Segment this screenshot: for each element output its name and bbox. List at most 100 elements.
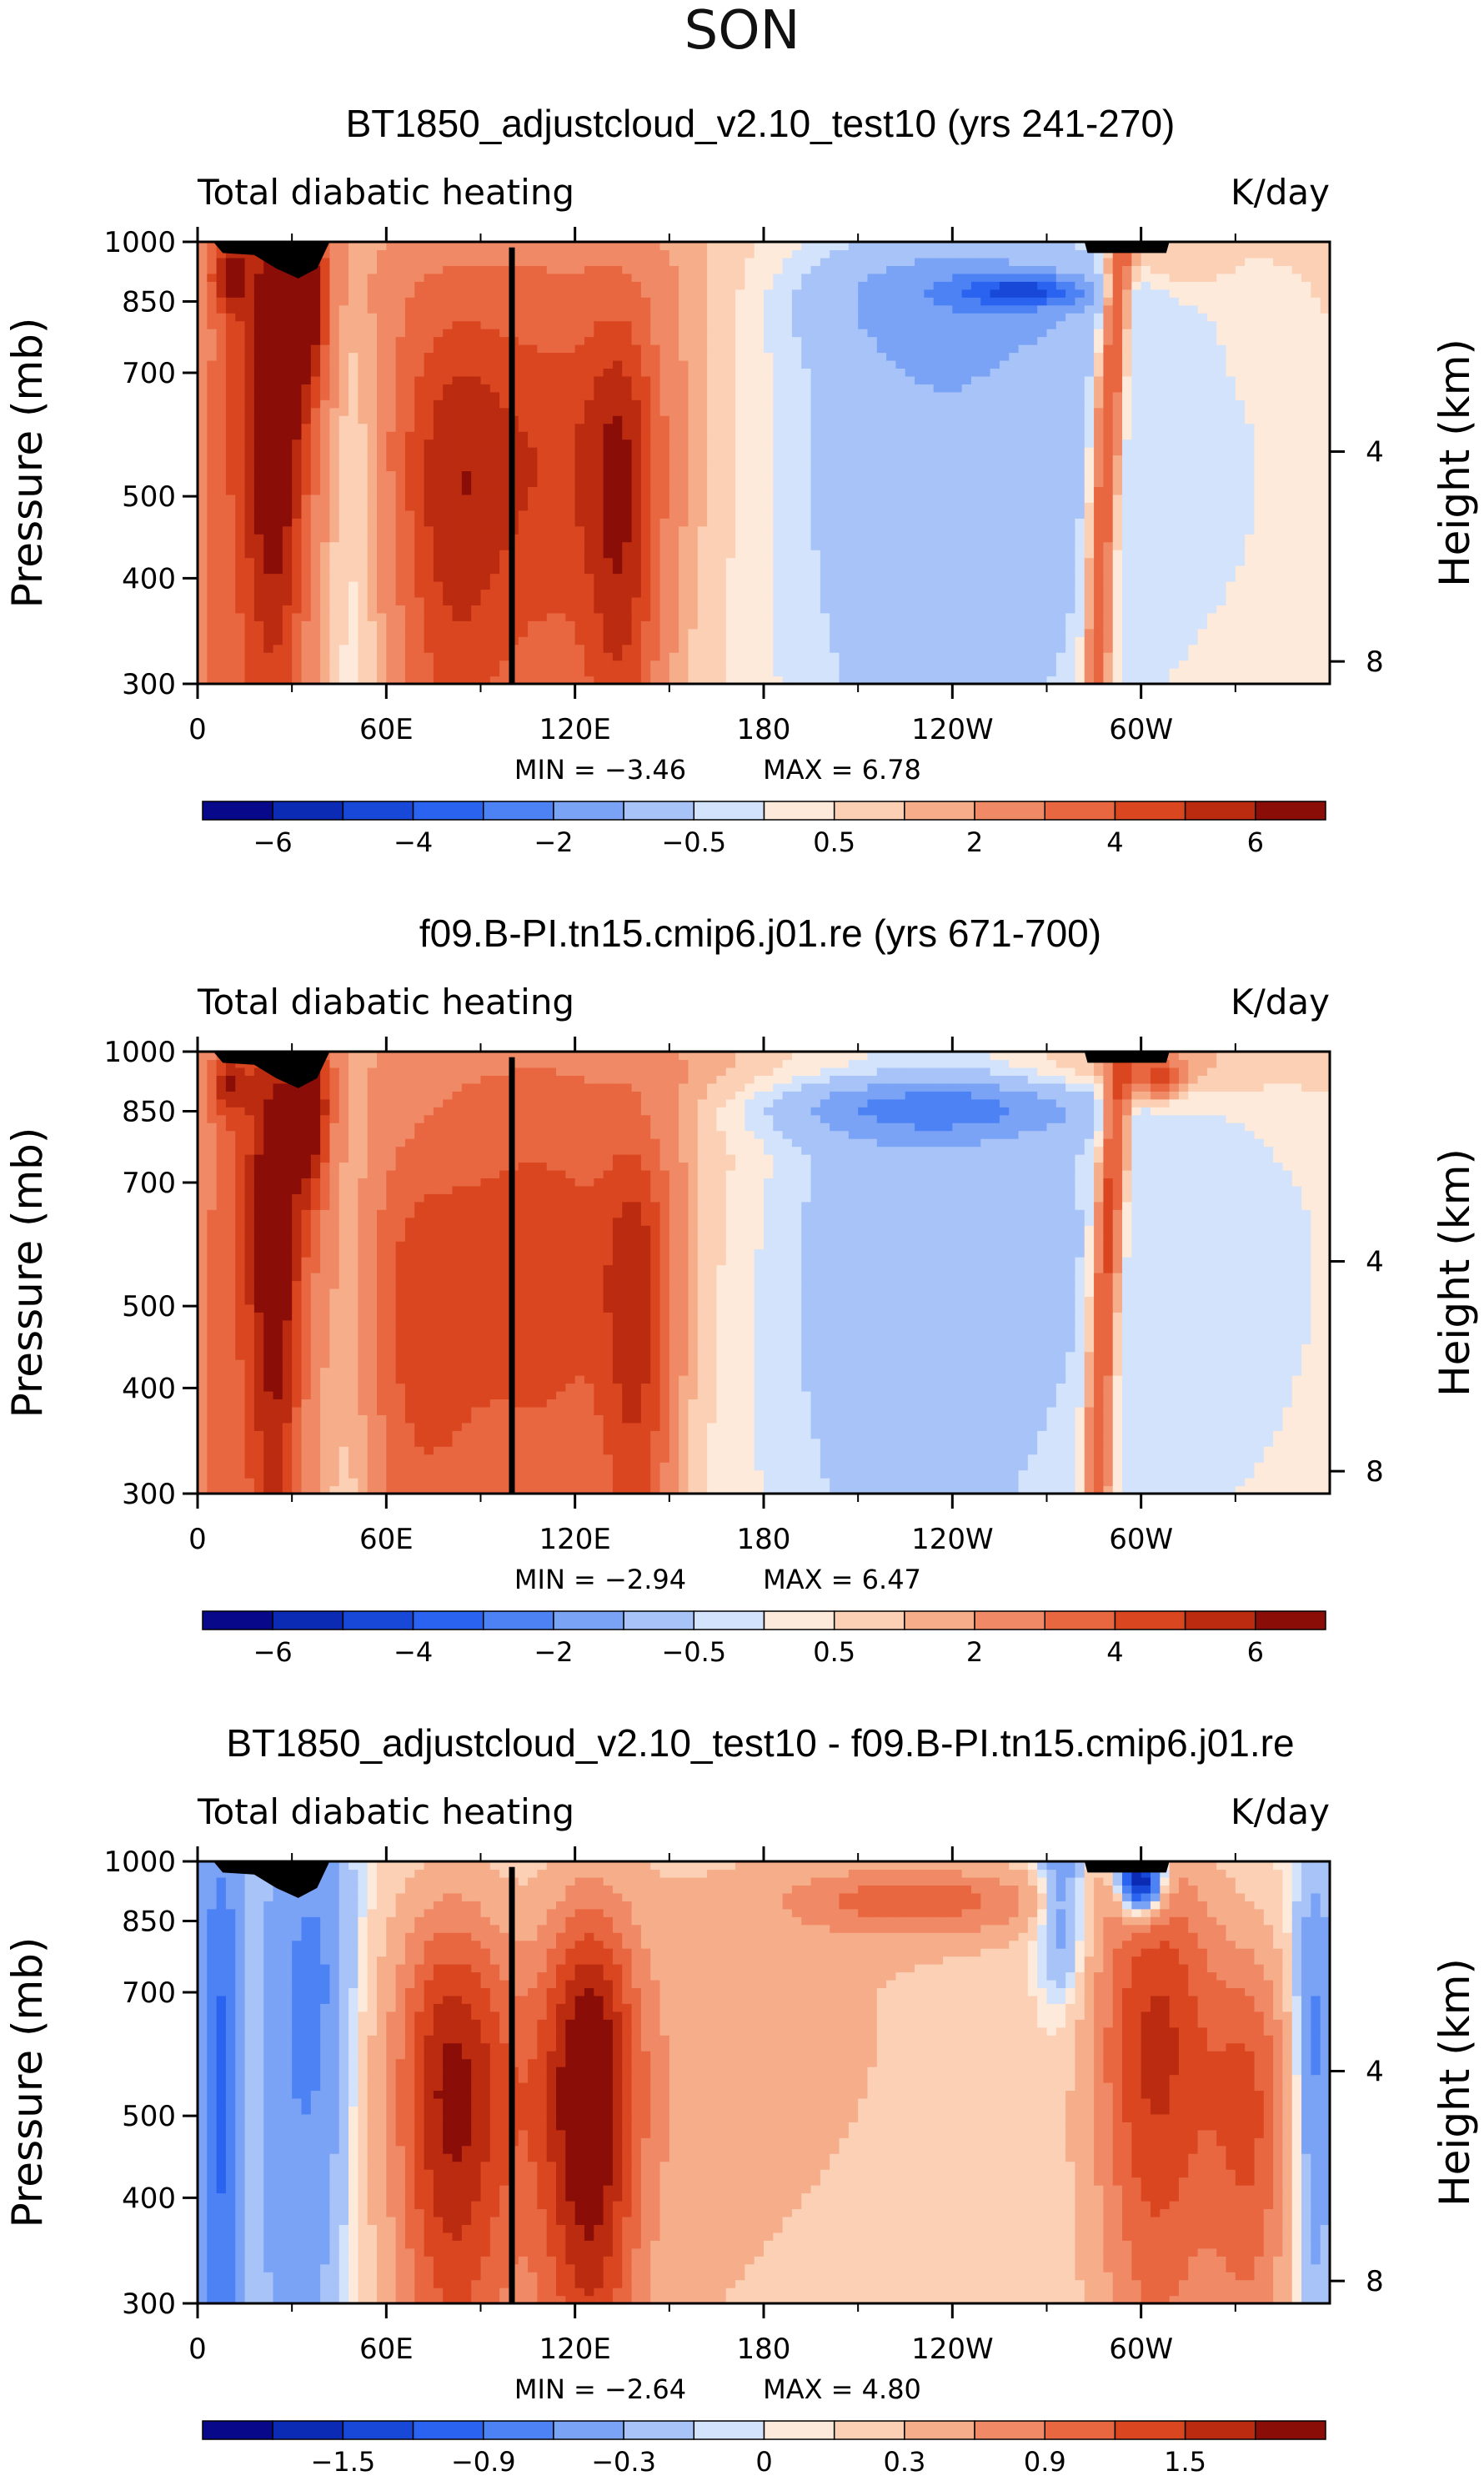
contour-cell xyxy=(905,557,915,566)
contour-cell xyxy=(348,320,358,329)
contour-cell xyxy=(839,573,850,582)
contour-cell xyxy=(471,281,482,290)
contour-cell xyxy=(329,636,340,645)
contour-cell xyxy=(820,359,830,369)
contour-cell xyxy=(377,675,387,684)
contour-cell xyxy=(367,431,378,440)
contour-cell xyxy=(301,486,312,495)
contour-cell xyxy=(650,399,661,409)
contour-cell xyxy=(461,407,472,416)
contour-cell xyxy=(273,668,283,677)
contour-cell xyxy=(518,675,529,684)
contour-cell xyxy=(263,423,274,432)
contour-cell xyxy=(697,352,708,361)
contour-cell xyxy=(952,329,963,338)
contour-cell xyxy=(905,249,915,259)
contour-cell xyxy=(207,573,218,582)
contour-cell xyxy=(679,550,689,559)
contour-cell xyxy=(489,636,500,645)
contour-cell xyxy=(461,359,472,369)
contour-cell xyxy=(320,525,331,535)
contour-cell xyxy=(367,541,378,550)
contour-cell xyxy=(320,494,331,503)
contour-cell xyxy=(471,320,482,329)
contour-cell xyxy=(574,502,585,511)
contour-cell xyxy=(820,399,830,409)
contour-cell xyxy=(839,439,850,448)
contour-cell xyxy=(433,550,444,559)
contour-cell xyxy=(961,352,972,361)
contour-cell xyxy=(933,675,944,684)
contour-cell xyxy=(773,675,784,684)
contour-cell xyxy=(320,273,331,282)
contour-cell xyxy=(622,525,633,535)
contour-cell xyxy=(1018,510,1029,519)
contour-cell xyxy=(301,612,312,621)
contour-cell xyxy=(970,399,981,409)
contour-cell xyxy=(528,612,538,621)
contour-cell xyxy=(574,320,585,329)
contour-cell xyxy=(338,447,349,456)
contour-cell xyxy=(489,352,500,361)
contour-cell xyxy=(273,375,283,384)
contour-cell xyxy=(933,391,944,400)
contour-cell xyxy=(404,265,415,274)
contour-cell xyxy=(848,297,859,306)
contour-cell xyxy=(839,423,850,432)
contour-cell xyxy=(707,660,718,669)
contour-cell xyxy=(735,580,745,590)
contour-cell xyxy=(433,423,444,432)
contour-cell xyxy=(320,486,331,495)
contour-cell xyxy=(235,478,246,487)
contour-cell xyxy=(584,273,594,282)
contour-cell xyxy=(820,644,830,653)
contour-cell xyxy=(584,447,594,456)
contour-cell xyxy=(452,660,463,669)
contour-cell xyxy=(990,407,1000,416)
contour-cell xyxy=(867,423,878,432)
contour-cell xyxy=(858,455,869,464)
contour-cell xyxy=(235,675,246,684)
contour-cell xyxy=(537,439,548,448)
contour-cell xyxy=(584,281,594,290)
contour-cell xyxy=(414,644,425,653)
contour-cell xyxy=(443,431,454,440)
contour-cell xyxy=(905,596,915,605)
contour-cell xyxy=(622,605,633,614)
contour-cell xyxy=(461,399,472,409)
contour-cell xyxy=(480,359,491,369)
contour-cell xyxy=(791,550,802,559)
contour-cell xyxy=(216,541,227,550)
contour-cell xyxy=(773,336,784,345)
contour-cell xyxy=(895,281,906,290)
contour-cell xyxy=(338,352,349,361)
contour-cell xyxy=(338,242,349,251)
contour-cell xyxy=(329,660,340,669)
contour-cell xyxy=(471,297,482,306)
contour-cell xyxy=(886,612,897,621)
contour-cell xyxy=(725,652,736,661)
contour-cell xyxy=(338,281,349,290)
contour-cell xyxy=(518,612,529,621)
contour-cell xyxy=(990,534,1000,543)
contour-cell xyxy=(886,589,897,598)
contour-cell xyxy=(198,368,208,377)
contour-cell xyxy=(273,636,283,645)
contour-cell xyxy=(810,447,821,456)
contour-cell xyxy=(933,636,944,645)
contour-cell xyxy=(537,423,548,432)
contour-cell xyxy=(584,534,594,543)
contour-cell xyxy=(999,289,1010,298)
contour-cell xyxy=(594,257,604,266)
contour-cell xyxy=(556,336,566,345)
contour-cell xyxy=(943,329,953,338)
contour-cell xyxy=(915,573,925,582)
contour-cell xyxy=(348,265,358,274)
contour-cell xyxy=(404,273,415,282)
contour-cell xyxy=(999,344,1010,354)
contour-cell xyxy=(640,620,651,630)
contour-cell xyxy=(924,265,935,274)
contour-cell xyxy=(839,359,850,369)
contour-cell xyxy=(915,660,925,669)
contour-cell xyxy=(377,391,387,400)
